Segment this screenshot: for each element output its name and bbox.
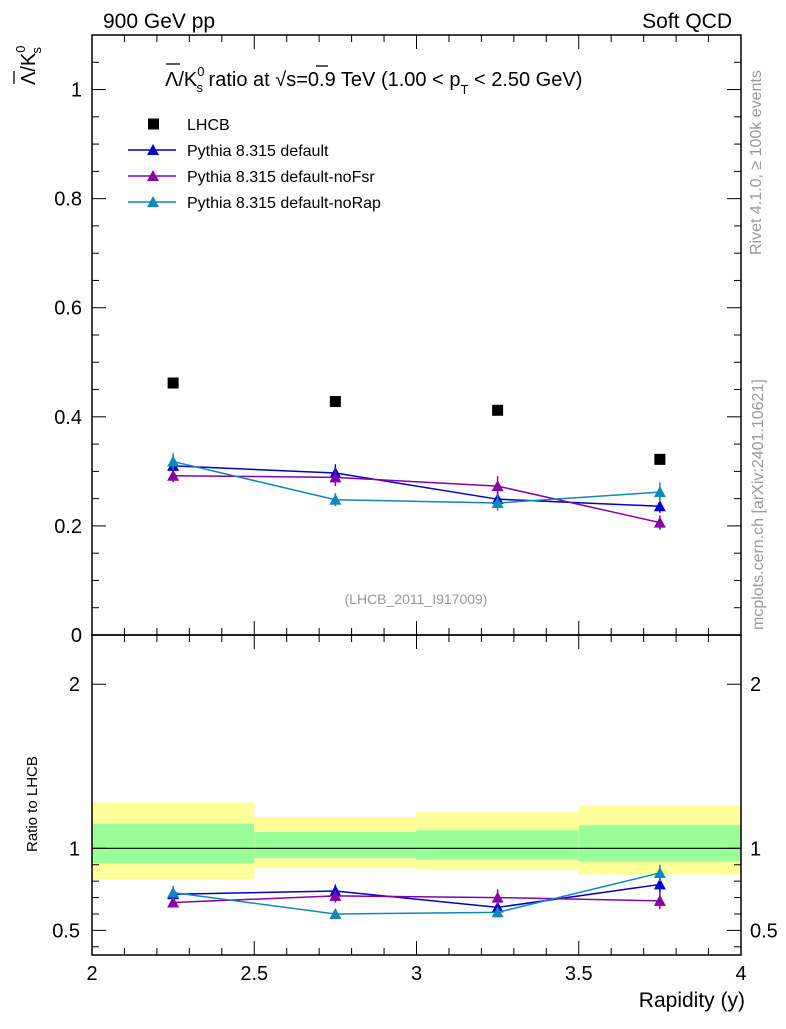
noRap-point	[653, 486, 666, 498]
title-sup: 0	[197, 64, 204, 79]
noRap-line	[172, 460, 660, 504]
title-mid: ratio at	[203, 69, 275, 91]
main-y-tick-label: 0.4	[54, 407, 82, 429]
noFsr-point	[653, 516, 666, 528]
rivet-label: Rivet 4.1.0, ≥ 100k events	[748, 70, 765, 255]
main-plot: 0 0.2 0.4 0.6 0.8 1	[54, 34, 742, 647]
main-title: Λ/K0 s ratio at √s=0.9 TeV (1.00 < pT < 2…	[165, 64, 582, 97]
ylabel-sup: 0	[13, 46, 28, 53]
mcplots-label: mcplots.cern.ch [arXiv:2401.10621]	[750, 379, 767, 630]
ratio-band-inner-0	[92, 823, 255, 864]
noRap-point	[329, 493, 342, 505]
ylabel-lambda: Λ	[18, 71, 40, 85]
title-end: < 2.50 GeV)	[468, 69, 582, 91]
legend-marker-noRap	[147, 196, 159, 207]
title-energy: s=0.9 TeV (1.00 < p	[286, 69, 460, 91]
ratio-y-tick-label-right: 1	[750, 838, 761, 860]
title-sqrt: √	[275, 69, 286, 91]
noRap-point	[167, 455, 180, 467]
main-y-tick-label: 1	[71, 80, 82, 102]
x-tick-label: 3	[411, 963, 422, 985]
noRap-ratio-point	[329, 907, 342, 919]
noFsr-point	[491, 480, 504, 492]
x-tick-label: 2	[86, 963, 97, 985]
lhcb-data-point	[492, 404, 504, 416]
main-y-tick-label: 0.2	[54, 516, 82, 538]
analysis-watermark: (LHCB_2011_I917009)	[345, 591, 488, 607]
noRap-ratio-point	[653, 866, 666, 878]
legend: LHCB Pythia 8.315 default Pythia 8.315 def…	[128, 117, 381, 212]
title-sub: s	[197, 80, 204, 95]
ratio-y-tick-label: 1	[69, 838, 80, 860]
noFsr-ratio-point	[329, 889, 342, 901]
svg-text:Λ/K0s: Λ/K0s	[13, 46, 44, 86]
lhcb-data-point	[329, 396, 341, 408]
noFsr-ratio-point	[653, 894, 666, 906]
legend-label-default: Pythia 8.315 default	[187, 143, 329, 160]
ratio-plot: 2 2.5 3 3.5 40.5 0.51 12 2	[52, 634, 778, 985]
noRap-ratio-line	[173, 872, 661, 915]
default-ratio-point	[653, 878, 666, 890]
ratio-band-inner-1	[254, 831, 417, 859]
main-y-tick-label: 0.6	[54, 298, 82, 320]
ratio-y-tick-label: 2	[69, 674, 80, 696]
legend-marker-default	[147, 144, 159, 155]
header-right-label: Soft QCD	[642, 10, 732, 33]
ratio-y-tick-label-right: 2	[750, 674, 761, 696]
ylabel-sub: s	[29, 47, 44, 54]
title-lambda: Λ	[165, 69, 179, 91]
x-axis-label: Rapidity (y)	[639, 989, 745, 1012]
legend-marker-noFsr	[147, 170, 159, 181]
ratio-frame	[91, 634, 742, 956]
noFsr-ratio-line	[173, 895, 660, 904]
ylabel-k: /K	[18, 52, 40, 72]
default-ratio-line	[173, 883, 660, 909]
main-ylabel: Λ/K0s	[13, 46, 44, 86]
noFsr-line	[173, 474, 661, 524]
default-point	[653, 500, 666, 512]
legend-label-data: LHCB	[187, 117, 230, 134]
main-y-tick-label: 0	[71, 625, 82, 647]
ratio-ylabel: Ratio to LHCB	[24, 756, 41, 852]
x-tick-label: 2.5	[240, 963, 268, 985]
noRap-ratio-point	[167, 886, 180, 898]
x-tick-label: 3.5	[565, 963, 593, 985]
header-left-label: 900 GeV pp	[103, 10, 215, 33]
legend-marker-data	[148, 118, 159, 130]
noFsr-point	[329, 471, 342, 483]
noFsr-point	[167, 469, 180, 481]
lhcb-data-point	[654, 453, 666, 465]
noRap-point	[491, 497, 504, 508]
ratio-y-tick-label: 0.5	[52, 920, 80, 942]
default-line	[173, 465, 660, 508]
noFsr-ratio-point	[167, 896, 180, 908]
legend-label-noFsr: Pythia 8.315 default-noFsr	[187, 169, 375, 186]
title-pt-sub: T	[460, 82, 468, 97]
x-tick-label: 4	[735, 963, 746, 985]
ratio-y-tick-label-right: 0.5	[750, 920, 778, 942]
legend-label-noRap: Pythia 8.315 default-noRap	[187, 195, 381, 212]
lhcb-data-point	[167, 377, 179, 389]
title-k: /K	[178, 69, 198, 91]
ratio-band-inner-3	[578, 825, 741, 862]
main-y-tick-label: 0.8	[54, 189, 82, 211]
noFsr-ratio-point	[491, 891, 504, 903]
ratio-band-inner-2	[416, 830, 579, 860]
noRap-ratio-point	[491, 906, 504, 918]
